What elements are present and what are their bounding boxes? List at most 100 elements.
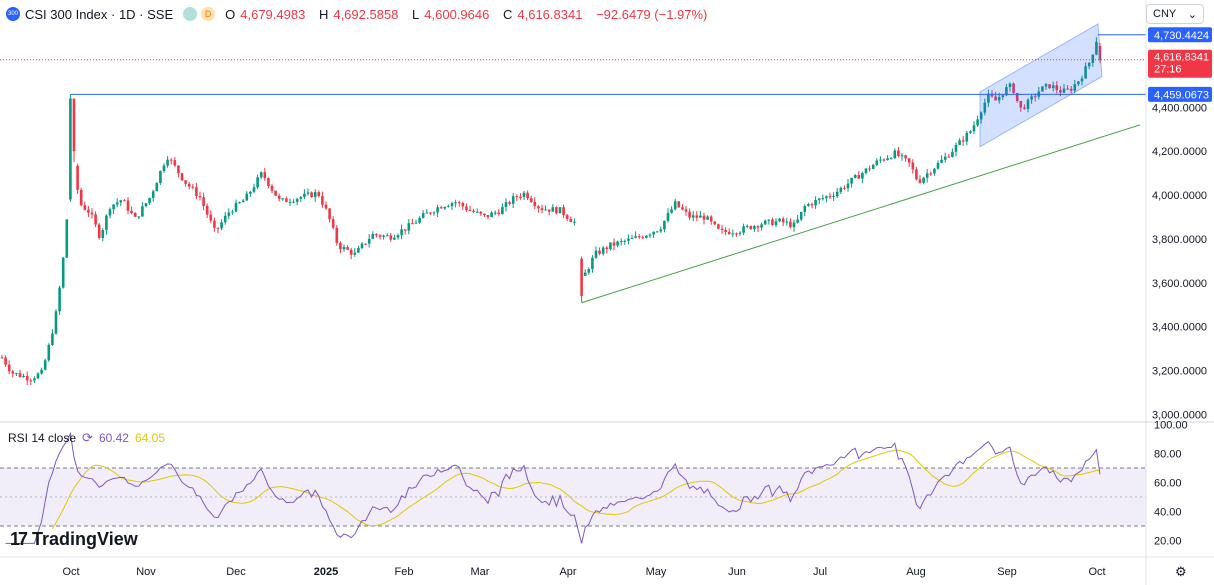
low-value: 4,600.9646	[424, 6, 490, 22]
candle-body	[331, 219, 335, 228]
candle-body	[720, 228, 724, 230]
change-value: −92.6479 (−1.97%)	[596, 6, 708, 22]
candle-body	[385, 235, 389, 237]
candle-body	[166, 159, 169, 166]
candle-body	[760, 224, 763, 228]
candle-body	[623, 240, 627, 242]
candle-body	[432, 212, 436, 214]
candle-body	[281, 198, 285, 200]
candle-body	[393, 237, 396, 240]
candle-body	[573, 221, 576, 223]
candle-body	[349, 249, 353, 255]
candle-body	[979, 112, 983, 120]
candle-body	[79, 189, 83, 206]
cycle-icon[interactable]: ⟳	[82, 430, 93, 445]
rsi-name[interactable]: RSI 14 close	[8, 431, 77, 445]
currency-select[interactable]: CNY ⌄	[1146, 4, 1204, 24]
candle-body	[313, 192, 317, 198]
candle-body	[695, 215, 699, 218]
candle-body	[133, 212, 137, 217]
candle-body	[148, 197, 151, 204]
candle-body	[238, 202, 241, 204]
symbol-title[interactable]: CSI 300 Index · 1D · SSE	[25, 6, 174, 22]
candle-body	[43, 360, 47, 370]
candle-body	[709, 216, 713, 222]
candle-body	[929, 173, 933, 175]
candle-body	[663, 220, 666, 230]
candle-body	[7, 364, 11, 372]
candle-body	[1069, 88, 1073, 91]
candle-body	[994, 96, 997, 101]
candle-body	[468, 209, 472, 211]
candle-body	[915, 169, 918, 180]
candle-body	[1048, 84, 1051, 89]
candle-body	[821, 198, 825, 200]
candle-body	[141, 206, 144, 217]
candle-body	[562, 207, 565, 216]
candle-body	[587, 269, 591, 273]
candle-body	[893, 150, 897, 159]
candle-body	[407, 223, 411, 231]
candle-body	[364, 243, 367, 245]
candle-body	[151, 191, 155, 198]
candle-body	[875, 160, 879, 166]
candle-body	[450, 203, 454, 207]
candle-body	[436, 207, 439, 213]
candle-body	[828, 196, 832, 198]
candle-body	[1084, 66, 1087, 79]
candle-body	[1073, 84, 1077, 91]
candle-body	[717, 224, 720, 229]
candle-body	[216, 227, 220, 229]
candle-body	[673, 201, 677, 210]
candle-body	[727, 231, 731, 235]
candle-body	[40, 369, 43, 374]
candle-body	[1008, 83, 1012, 88]
open-value: 4,679.4983	[240, 6, 306, 22]
candle-body	[195, 187, 198, 197]
candle-body	[1041, 86, 1044, 92]
candle-body	[382, 235, 385, 237]
candle-body	[198, 196, 202, 198]
candle-body	[465, 206, 468, 210]
tradingview-logo[interactable]: 17 TradingView	[10, 529, 138, 550]
gear-icon[interactable]: ⚙	[1175, 564, 1187, 579]
candle-body	[771, 219, 774, 226]
candle-body	[817, 198, 821, 201]
candle-body	[270, 186, 274, 191]
candle-body	[187, 183, 191, 187]
candle-body	[637, 236, 641, 238]
candle-body	[184, 180, 187, 184]
candle-body	[655, 231, 659, 233]
price-tick-label: 3,000.0000	[1152, 410, 1207, 422]
candle-body	[702, 215, 706, 220]
candle-body	[213, 220, 216, 228]
candle-body	[879, 159, 882, 161]
candle-body	[731, 233, 735, 235]
time-tick-label: Oct	[62, 566, 79, 578]
candle-body	[796, 219, 799, 223]
rsi-line	[5, 431, 1101, 544]
rsi-tick-label: 100.00	[1154, 419, 1188, 431]
candle-body	[583, 272, 587, 276]
candle-body	[634, 236, 637, 238]
candle-body	[317, 192, 321, 197]
candle-body	[259, 172, 263, 178]
candle-body	[1091, 54, 1095, 63]
candle-body	[25, 375, 29, 381]
delayed-badge[interactable]: D	[201, 7, 216, 21]
candle-body	[483, 213, 486, 216]
rsi-tick-label: 60.00	[1154, 477, 1182, 489]
candle-body	[832, 196, 835, 198]
candle-body	[1066, 88, 1069, 90]
candle-body	[843, 187, 846, 189]
candle-body	[54, 311, 58, 334]
parallel-channel	[979, 23, 1103, 148]
symbol-logo: 300	[6, 7, 20, 21]
candle-body	[245, 193, 249, 201]
candle-body	[1080, 78, 1084, 82]
candle-body	[850, 177, 853, 184]
candle-body	[29, 380, 33, 382]
candle-body	[954, 144, 958, 152]
candle-body	[155, 182, 159, 192]
